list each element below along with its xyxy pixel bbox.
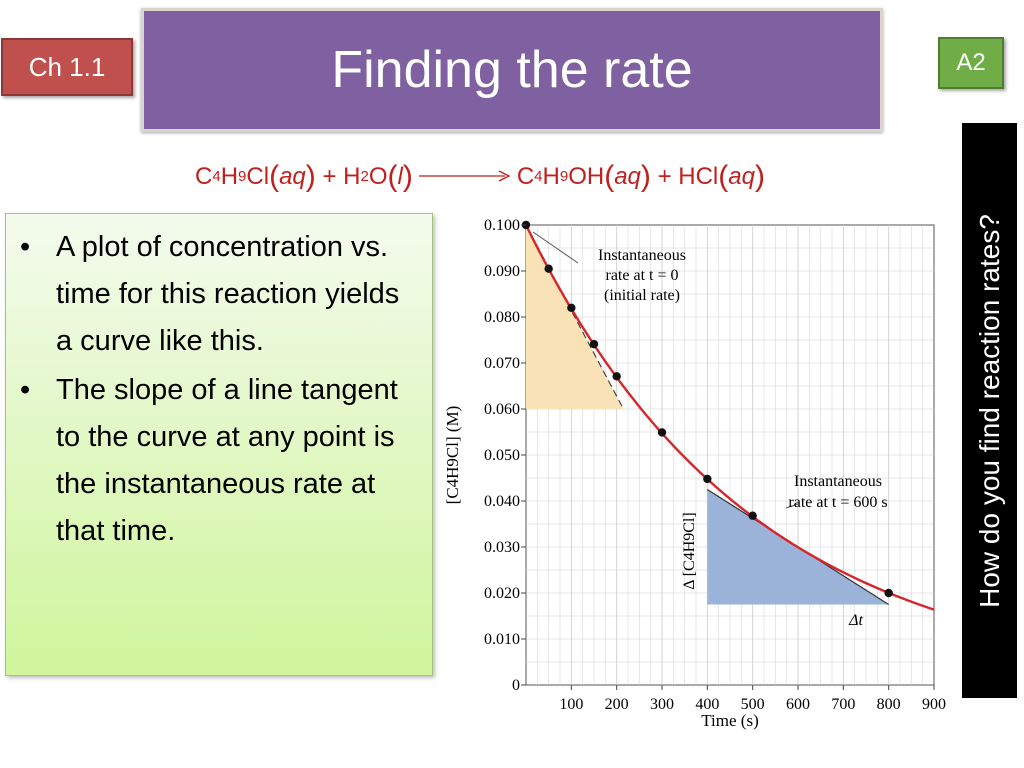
x-tick-label: 700 bbox=[831, 696, 855, 713]
eq-reactant2-o: O bbox=[368, 163, 388, 190]
eq-plus: + bbox=[657, 163, 672, 190]
bullet-item: • The slope of a line tangent to the curv… bbox=[20, 367, 420, 555]
y-axis-label: [C4H9Cl] (M) bbox=[443, 406, 462, 505]
eq-reactant1-h: H bbox=[220, 163, 239, 190]
eq-product2: HCl bbox=[678, 163, 719, 190]
x-tick-label: 500 bbox=[741, 696, 765, 713]
eq-state: aq bbox=[279, 163, 306, 190]
y-tick-label: 0.060 bbox=[484, 401, 520, 418]
y-tick-label: 0.090 bbox=[484, 263, 520, 280]
y-tick-label: 0.080 bbox=[484, 309, 520, 326]
y-tick-label: 0.020 bbox=[484, 585, 520, 602]
data-point bbox=[567, 303, 576, 312]
bullet-dot-icon: • bbox=[20, 374, 31, 406]
t600-annotation-line1: Instantaneous bbox=[794, 473, 882, 490]
x-axis-label: Time (s) bbox=[701, 711, 758, 730]
reaction-equation: C 4 H 9 Cl(aq) + H 2 O(l) C 4 H 9 OH(aq) + HCl(aq) bbox=[195, 160, 765, 193]
eq-state: l bbox=[397, 163, 403, 190]
eq-state: aq bbox=[728, 163, 755, 190]
initial-leader-line bbox=[532, 231, 579, 264]
y-tick-label: 0.100 bbox=[484, 217, 520, 234]
bullet-text: The slope of a line tangent to the curve… bbox=[56, 374, 398, 547]
level-badge[interactable]: A2 bbox=[938, 37, 1004, 89]
x-tick-label: 400 bbox=[695, 696, 719, 713]
eq-reactant2-h: H bbox=[343, 163, 361, 190]
eq-product1-c: C bbox=[516, 163, 535, 190]
data-point bbox=[703, 474, 712, 484]
chart-svg: 100 200 300 400 500 600 700 800 900 0 0.010 0.020 0.… bbox=[443, 217, 946, 730]
delta-t-label: Δt bbox=[848, 612, 863, 629]
bullet-text-box[interactable]: • A plot of concentration vs. time for th… bbox=[5, 213, 433, 676]
initial-rate-triangle bbox=[526, 225, 624, 409]
y-tick-label: 0 bbox=[512, 677, 520, 694]
slide-title: Finding the rate bbox=[331, 41, 693, 99]
eq-reactant1-cl: Cl bbox=[246, 163, 270, 190]
bullet-text: A plot of concentration vs. time for thi… bbox=[56, 231, 400, 357]
x-tick-label: 200 bbox=[605, 696, 629, 713]
side-question-text: How do you find reaction rates? bbox=[973, 213, 1005, 608]
x-tick-label: 300 bbox=[650, 696, 674, 713]
bullet-item: • A plot of concentration vs. time for th… bbox=[20, 224, 420, 365]
delta-conc-label: Δ [C4H9Cl] bbox=[681, 512, 698, 589]
data-point bbox=[884, 588, 893, 598]
eq-reactant1-c: C bbox=[195, 163, 213, 190]
x-tick-label: 900 bbox=[922, 696, 946, 713]
x-tick-label: 100 bbox=[559, 696, 583, 713]
data-point bbox=[748, 511, 757, 520]
eq-product1-h: H bbox=[542, 163, 560, 190]
concentration-time-chart: 100 200 300 400 500 600 700 800 900 0 0.010 0.020 0.… bbox=[438, 208, 958, 743]
data-point bbox=[589, 339, 599, 349]
x-tick-label: 800 bbox=[877, 696, 901, 713]
eq-state: aq bbox=[614, 163, 641, 190]
initial-annotation-line3: (initial rate) bbox=[604, 287, 680, 304]
data-point bbox=[657, 428, 667, 437]
data-point bbox=[612, 372, 621, 381]
title-banner: Finding the rate bbox=[141, 8, 883, 132]
y-tick-label: 0.030 bbox=[484, 539, 520, 556]
reaction-arrow-icon bbox=[418, 163, 511, 191]
y-tick-label: 0.050 bbox=[484, 447, 520, 464]
x-tick-label: 600 bbox=[786, 696, 810, 713]
data-points bbox=[521, 220, 893, 598]
y-tick-label: 0.070 bbox=[484, 355, 520, 372]
y-tick-label: 0.010 bbox=[484, 631, 520, 648]
chapter-badge[interactable]: Ch 1.1 bbox=[1, 38, 133, 96]
t600-annotation-line2: rate at t = 600 s bbox=[788, 494, 887, 511]
chart-grid bbox=[526, 225, 934, 685]
axis-ticks: 100 200 300 400 500 600 700 800 900 0 0.010 0.020 0.… bbox=[484, 217, 946, 713]
eq-plus: + bbox=[322, 163, 337, 190]
side-question-bar: How do you find reaction rates? bbox=[962, 123, 1017, 698]
initial-annotation-line1: Instantaneous bbox=[598, 247, 686, 264]
t600-leader-line bbox=[785, 503, 799, 509]
eq-product1-oh: OH bbox=[568, 163, 605, 190]
bullet-dot-icon: • bbox=[20, 231, 31, 263]
data-point bbox=[544, 264, 553, 273]
y-tick-label: 0.040 bbox=[484, 493, 520, 510]
initial-annotation-line2: rate at t = 0 bbox=[606, 267, 679, 284]
